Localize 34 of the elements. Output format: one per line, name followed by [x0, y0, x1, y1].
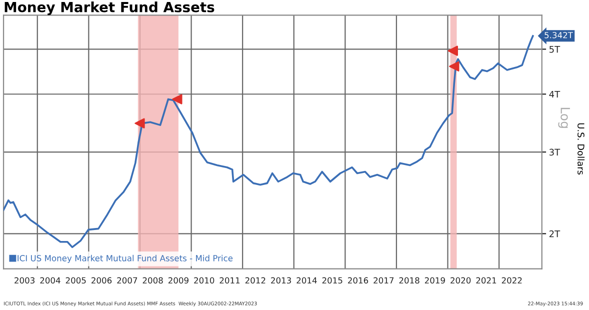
chart-title: Money Market Fund Assets: [4, 2, 214, 16]
point: [448, 46, 458, 56]
x-tick-label: 2013: [271, 277, 291, 284]
text: Log: [558, 108, 570, 128]
x-tick-label: 2005: [66, 277, 86, 284]
x-tick-label: 2004: [40, 277, 60, 284]
x-tick-label: 2008: [142, 277, 163, 284]
x-tick-label: 2016: [348, 277, 368, 284]
line-series: [4, 35, 534, 248]
x-tick-label: 2021: [476, 277, 496, 284]
y-tick-label: 5T: [550, 46, 560, 53]
x-tick-label: 2017: [374, 277, 394, 284]
x-tick-label: 2007: [117, 277, 138, 284]
y-tick-label: 3T: [550, 148, 560, 156]
x-tick-label: 2009: [168, 277, 188, 284]
x-tick-label: 2010: [194, 277, 214, 284]
legend-label: ICI US Money Market Mutual Fund Assets - Mid Price: [18, 254, 233, 263]
x-tick-label: 2012: [245, 277, 266, 284]
x-tick-label: 2022: [502, 277, 522, 284]
x-tick-label: 2019: [424, 277, 445, 284]
point: [172, 94, 182, 104]
x-tick-label: 2015: [322, 277, 342, 284]
x-tick-label: 2011: [220, 277, 240, 284]
x-tick-label: 2020: [450, 277, 471, 284]
y-tick-label: 2T: [549, 230, 560, 238]
x-tick-label: 2006: [92, 277, 112, 284]
point: [134, 118, 145, 128]
x-tick-label: 2003: [14, 277, 34, 284]
annotation: 5.342T: [544, 32, 573, 38]
y-tick-label: 4T: [549, 90, 560, 98]
y-axis-title: U.S. Dollars: [578, 123, 585, 175]
x-tick-label: 2014: [296, 277, 317, 284]
point: [449, 61, 460, 72]
x-tick-label: 2018: [399, 277, 420, 284]
